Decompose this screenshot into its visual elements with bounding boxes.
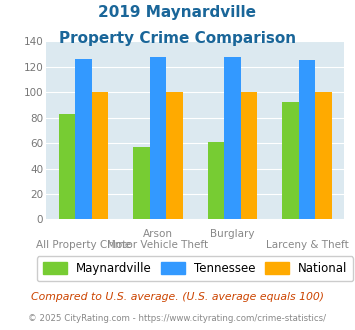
Text: Compared to U.S. average. (U.S. average equals 100): Compared to U.S. average. (U.S. average …	[31, 292, 324, 302]
Bar	[241, 92, 257, 219]
Text: © 2025 CityRating.com - https://www.cityrating.com/crime-statistics/: © 2025 CityRating.com - https://www.city…	[28, 314, 327, 323]
Bar	[92, 92, 108, 219]
Text: Motor Vehicle Theft: Motor Vehicle Theft	[108, 240, 208, 250]
Bar	[75, 59, 92, 219]
Text: Arson: Arson	[143, 229, 173, 239]
Bar	[166, 92, 182, 219]
Bar	[299, 60, 315, 219]
Bar	[150, 56, 166, 219]
Text: Larceny & Theft: Larceny & Theft	[266, 240, 349, 250]
Bar	[133, 147, 150, 219]
Bar	[208, 142, 224, 219]
Text: 2019 Maynardville: 2019 Maynardville	[98, 5, 257, 20]
Text: Property Crime Comparison: Property Crime Comparison	[59, 31, 296, 46]
Bar	[283, 102, 299, 219]
Bar	[224, 56, 241, 219]
Legend: Maynardville, Tennessee, National: Maynardville, Tennessee, National	[37, 256, 354, 281]
Bar	[59, 114, 75, 219]
Bar	[315, 92, 332, 219]
Text: All Property Crime: All Property Crime	[36, 240, 131, 250]
Text: Burglary: Burglary	[210, 229, 255, 239]
